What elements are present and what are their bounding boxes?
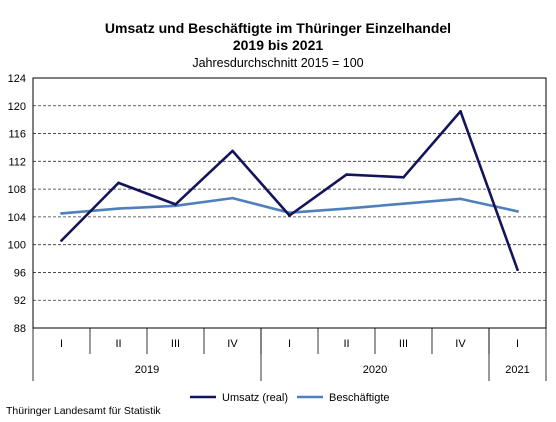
x-tick-label: I bbox=[60, 338, 63, 350]
data-point bbox=[459, 197, 462, 201]
data-point bbox=[345, 173, 348, 176]
data-point bbox=[117, 181, 120, 185]
data-point bbox=[516, 210, 519, 213]
x-tick-label: III bbox=[171, 338, 180, 350]
legend-label: Beschäftigte bbox=[329, 392, 390, 404]
chart-title: Umsatz und Beschäftigte im Thüringer Ein… bbox=[104, 20, 452, 36]
data-point bbox=[60, 239, 63, 242]
data-point bbox=[459, 110, 462, 113]
y-tick-label: 108 bbox=[8, 184, 26, 196]
year-label: 2020 bbox=[363, 364, 387, 376]
y-tick-label: 124 bbox=[8, 73, 26, 85]
x-tick-label: II bbox=[343, 338, 349, 350]
y-tick-label: 88 bbox=[14, 323, 26, 335]
data-point bbox=[288, 214, 291, 217]
x-tick-label: II bbox=[115, 338, 121, 350]
source-note: Thüringer Landesamt für Statistik bbox=[6, 405, 161, 417]
data-point bbox=[174, 203, 177, 206]
series-line-umsatz bbox=[60, 110, 519, 271]
data-point bbox=[402, 202, 405, 205]
year-label: 2019 bbox=[135, 364, 159, 376]
data-point bbox=[345, 207, 348, 210]
y-tick-label: 100 bbox=[8, 240, 26, 252]
x-tick-label: IV bbox=[455, 338, 466, 350]
data-point bbox=[231, 196, 234, 200]
plot-frame bbox=[32, 77, 547, 329]
data-point bbox=[117, 207, 120, 210]
y-tick-label: 120 bbox=[8, 101, 26, 113]
legend-label: Umsatz (real) bbox=[222, 392, 288, 404]
data-point bbox=[402, 176, 405, 179]
y-tick-label: 116 bbox=[8, 129, 26, 141]
x-tick-label: IV bbox=[227, 338, 238, 350]
data-point bbox=[60, 212, 63, 215]
y-tick-label: 104 bbox=[8, 212, 26, 224]
x-tick-label: I bbox=[288, 338, 291, 350]
chart-subtitle: Jahresdurchschnitt 2015 = 100 bbox=[192, 56, 364, 70]
y-tick-label: 112 bbox=[8, 156, 26, 168]
x-tick-label: I bbox=[516, 338, 519, 350]
series-line-beschaeftigte bbox=[60, 196, 519, 215]
data-point bbox=[231, 149, 234, 153]
year-label: 2021 bbox=[505, 364, 529, 376]
y-tick-label: 96 bbox=[14, 267, 26, 279]
chart-title-period: 2019 bis 2021 bbox=[232, 37, 324, 53]
data-point bbox=[516, 268, 519, 271]
x-tick-label: III bbox=[399, 338, 408, 350]
y-tick-label: 92 bbox=[14, 295, 26, 307]
